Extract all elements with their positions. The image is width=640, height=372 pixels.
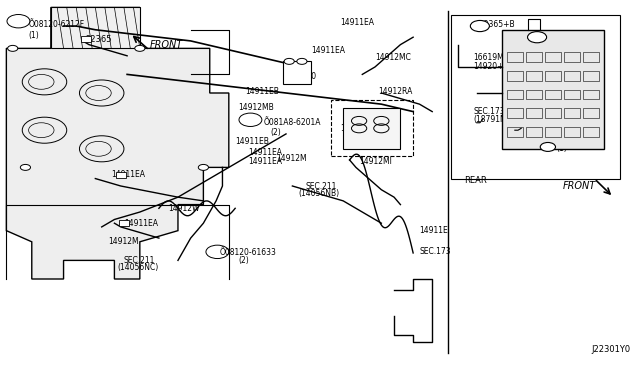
Bar — [564, 71, 580, 81]
Bar — [525, 127, 542, 137]
Text: (17335X): (17335X) — [550, 126, 586, 135]
Polygon shape — [343, 108, 401, 149]
Text: 14912M: 14912M — [108, 237, 139, 246]
Bar — [507, 52, 523, 62]
Bar — [507, 90, 523, 99]
Text: SEC.173: SEC.173 — [511, 118, 543, 127]
Text: 14911EA: 14911EA — [111, 170, 145, 179]
Text: 14950: 14950 — [527, 35, 552, 44]
Text: (2): (2) — [238, 256, 249, 265]
Text: 22365+B: 22365+B — [480, 20, 515, 29]
Polygon shape — [6, 7, 229, 279]
Bar — [545, 52, 561, 62]
Text: Õ08120-6212F: Õ08120-6212F — [29, 20, 84, 29]
Text: 14911E: 14911E — [340, 124, 369, 133]
Circle shape — [540, 142, 556, 151]
Bar — [116, 172, 126, 178]
Text: 14911EB: 14911EB — [235, 137, 269, 146]
Text: 14912W: 14912W — [168, 204, 200, 213]
Circle shape — [135, 45, 145, 51]
Bar — [564, 127, 580, 137]
Circle shape — [297, 58, 307, 64]
Polygon shape — [51, 7, 140, 48]
Bar — [583, 127, 600, 137]
Polygon shape — [283, 61, 312, 84]
Bar — [545, 90, 561, 99]
Bar — [81, 36, 91, 42]
Circle shape — [284, 58, 294, 64]
Bar — [545, 127, 561, 137]
Circle shape — [20, 164, 31, 170]
Text: 14920: 14920 — [292, 72, 317, 81]
Bar — [507, 71, 523, 81]
Text: Õ08158-8162F: Õ08158-8162F — [543, 137, 600, 146]
Bar — [583, 108, 600, 118]
Bar — [525, 71, 542, 81]
Text: 14911EA: 14911EA — [248, 157, 282, 166]
Text: (1): (1) — [29, 31, 39, 40]
Text: J22301Y0: J22301Y0 — [591, 345, 630, 354]
Bar — [507, 108, 523, 118]
Text: 14911EA: 14911EA — [124, 219, 158, 228]
Text: (1): (1) — [556, 144, 567, 153]
Bar — [583, 52, 600, 62]
Text: Õ081A8-6201A: Õ081A8-6201A — [264, 118, 321, 127]
Text: 14912MB: 14912MB — [238, 103, 274, 112]
Text: (14056NB): (14056NB) — [299, 189, 340, 198]
Circle shape — [8, 45, 18, 51]
Bar — [525, 52, 542, 62]
Text: Õ08120-61633: Õ08120-61633 — [220, 248, 276, 257]
Circle shape — [470, 20, 490, 32]
Text: (14056NC): (14056NC) — [118, 263, 159, 272]
Text: 14911EB: 14911EB — [244, 87, 278, 96]
Bar — [564, 90, 580, 99]
Bar — [507, 127, 523, 137]
Text: 14912M: 14912M — [276, 154, 307, 163]
Text: 14939: 14939 — [353, 141, 377, 150]
Text: 14911EA: 14911EA — [248, 148, 282, 157]
Bar — [583, 71, 600, 81]
Bar — [119, 220, 129, 226]
Bar — [564, 108, 580, 118]
Text: SEC.173: SEC.173 — [419, 247, 451, 256]
Text: (2): (2) — [270, 128, 281, 137]
Text: 22365: 22365 — [86, 35, 112, 44]
Text: SEC.211: SEC.211 — [305, 182, 337, 190]
Text: 14912MI: 14912MI — [359, 157, 392, 166]
Bar — [525, 108, 542, 118]
Text: REAR: REAR — [464, 176, 487, 185]
Text: 16619M: 16619M — [474, 53, 504, 62]
Text: FRONT: FRONT — [563, 181, 596, 191]
Circle shape — [198, 164, 209, 170]
Bar — [564, 52, 580, 62]
Text: FRONT: FRONT — [149, 40, 182, 49]
Text: 14912RA: 14912RA — [378, 87, 413, 96]
Bar — [525, 90, 542, 99]
Polygon shape — [502, 30, 604, 149]
Text: (18791N): (18791N) — [474, 115, 509, 124]
Text: 14912MC: 14912MC — [375, 53, 411, 62]
Text: 14911E: 14911E — [419, 226, 448, 235]
Text: 14911EA: 14911EA — [340, 18, 374, 27]
Bar — [545, 108, 561, 118]
Text: SEC.173: SEC.173 — [474, 107, 505, 116]
Text: SEC.173: SEC.173 — [550, 118, 581, 127]
Text: SEC.211: SEC.211 — [124, 256, 156, 265]
Bar — [545, 71, 561, 81]
Bar — [583, 90, 600, 99]
Circle shape — [527, 32, 547, 43]
Text: 14911EA: 14911EA — [312, 46, 346, 55]
Text: 14920+A: 14920+A — [474, 62, 509, 71]
